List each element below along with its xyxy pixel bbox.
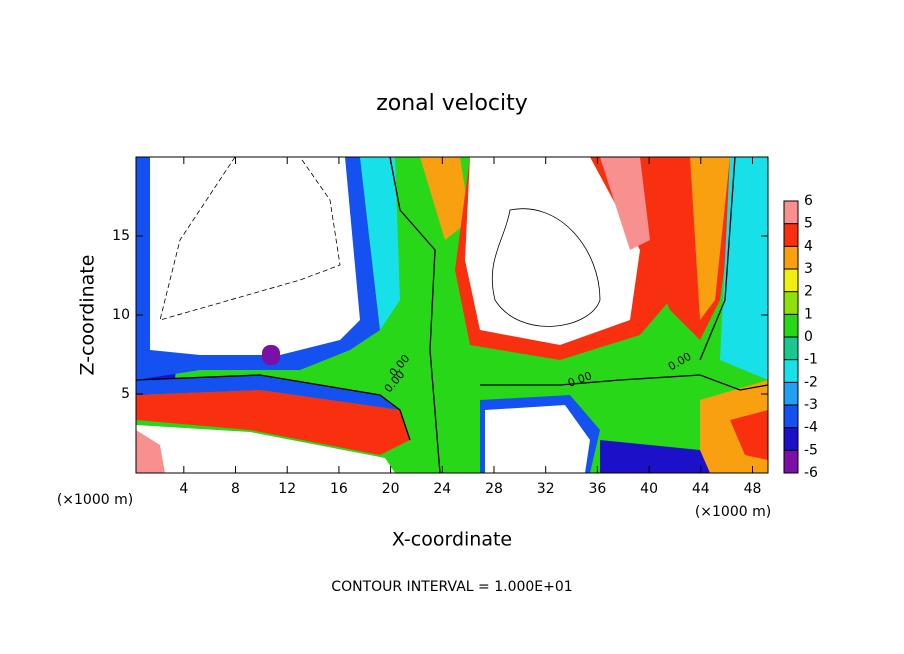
contour-line (480, 374, 768, 391)
x-tick-label: 8 (231, 481, 240, 497)
y-tick-label: 15 (112, 228, 130, 244)
x-tick-label: 4 (179, 481, 188, 497)
colorbar-tick-label: -6 (804, 465, 818, 481)
colorbar-tick-label: -1 (804, 352, 818, 368)
colorbar-tick-label: 1 (804, 306, 813, 322)
field-region (720, 157, 768, 380)
colorbar-tick-label: 0 (804, 329, 813, 345)
colorbar-band (784, 201, 798, 224)
colorbar-tick-label: 5 (804, 216, 813, 232)
y-tick-label: 10 (112, 307, 130, 323)
colorbar-band (784, 405, 798, 428)
colorbar-tick-label: 4 (804, 238, 813, 254)
x-tick-label: 44 (692, 481, 710, 497)
x-unit-label: (×1000 m) (695, 504, 771, 520)
colorbar-band (784, 246, 798, 269)
field-region (730, 410, 768, 460)
field-region (136, 390, 410, 455)
field-region (136, 375, 400, 410)
field-region (136, 430, 165, 473)
x-tick-label: 16 (330, 481, 348, 497)
y-axis-label: Z-coordinate (77, 255, 99, 376)
field-region (360, 157, 400, 330)
x-tick-label: 36 (588, 481, 606, 497)
colorbar-band (784, 337, 798, 360)
x-tick-label: 40 (640, 481, 658, 497)
colorbar-tick-label: 2 (804, 284, 813, 300)
x-tick-label: 28 (485, 481, 503, 497)
contour-line (136, 374, 411, 441)
colorbar-tick-label: 3 (804, 261, 813, 277)
colorbar-band (784, 427, 798, 451)
contour-line (389, 157, 441, 473)
colorbar-band (784, 314, 798, 337)
x-axis-label: X-coordinate (392, 529, 512, 551)
contour-line (159, 157, 341, 321)
field-region (690, 157, 730, 320)
chart-title: zonal velocity (376, 91, 528, 116)
field-region (150, 157, 360, 355)
colorbar-band (784, 291, 798, 315)
field-region (465, 157, 640, 345)
x-tick-label: 32 (537, 481, 555, 497)
contour-line (699, 157, 736, 361)
field-region (262, 345, 280, 365)
x-unit-label: (×1000 m) (57, 492, 133, 508)
colorbar-tick-label: 6 (804, 193, 813, 209)
colorbar-band (784, 269, 798, 292)
colorbar-tick-label: -3 (804, 397, 818, 413)
colorbar-band (784, 382, 798, 405)
colorbar-band (784, 450, 798, 473)
colorbar-tick-label: -4 (804, 420, 818, 436)
field-region (600, 157, 650, 250)
colorbar-band (784, 223, 798, 247)
field-region (485, 405, 590, 473)
x-tick-label: 24 (433, 481, 451, 497)
field (136, 157, 768, 473)
x-tick-label: 12 (278, 481, 296, 497)
colorbar-band (784, 359, 798, 383)
y-tick-label: 5 (121, 386, 130, 402)
footer-note: CONTOUR INTERVAL = 1.000E+01 (331, 579, 572, 595)
field-region (420, 157, 470, 240)
colorbar-tick-label: -2 (804, 374, 818, 390)
x-tick-label: 48 (744, 481, 762, 497)
field-region (600, 440, 710, 473)
colorbar-tick-label: -5 (804, 442, 818, 458)
x-tick-label: 20 (382, 481, 400, 497)
contour-line (491, 208, 601, 327)
field-region (136, 425, 395, 473)
